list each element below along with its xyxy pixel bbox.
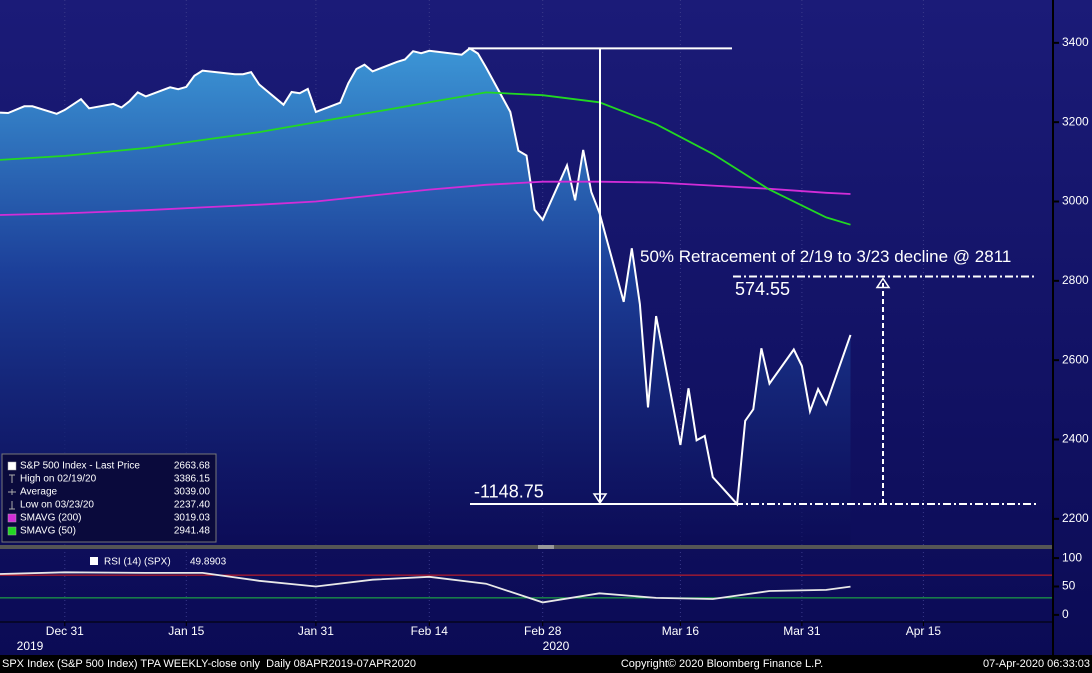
legend-value: 49.8903 <box>190 557 227 568</box>
y-tick-label: 100 <box>1062 550 1082 564</box>
y-tick-label: 0 <box>1062 607 1069 621</box>
y-tick-label: 2800 <box>1062 273 1089 287</box>
legend-value: 3386.15 <box>174 474 211 485</box>
legend-swatch <box>7 513 17 523</box>
legend-label: Average <box>20 487 58 498</box>
legend-value: 2941.48 <box>174 526 211 537</box>
legend-label: S&P 500 Index - Last Price <box>20 461 140 472</box>
y-tick-label: 2200 <box>1062 511 1089 525</box>
legend-value: 2237.40 <box>174 500 211 511</box>
footer-bar <box>0 655 1092 673</box>
grid: Dec 31 Jan 15 Jan 31 Feb 14 Feb 28 Mar 16 Mar … <box>17 0 1089 653</box>
series-line <box>0 571 851 604</box>
arrow-head <box>592 493 608 505</box>
x-tick-label: Dec 31 <box>46 624 84 638</box>
series-line <box>0 180 851 216</box>
year-label: 2019 <box>17 639 44 653</box>
y-tick-label: 2600 <box>1062 352 1089 366</box>
legend-value: 3019.03 <box>174 513 211 524</box>
legend-label: High on 02/19/20 <box>20 474 97 485</box>
footer-right: 07-Apr-2020 06:33:03 <box>983 658 1090 670</box>
retracement-text: 50% Retracement of 2/19 to 3/23 decline … <box>640 247 1011 266</box>
series-line <box>0 91 851 226</box>
legend-swatch <box>7 461 17 471</box>
plot: RSI (14) (SPX) 49.8903 <box>0 47 1053 604</box>
x-tick-label: Feb 14 <box>411 624 449 638</box>
footer-center: Copyright© 2020 Bloomberg Finance L.P. <box>621 658 823 670</box>
x-tick-label: Mar 16 <box>662 624 700 638</box>
legend-icon <box>9 474 15 483</box>
x-tick-label: Mar 31 <box>783 624 821 638</box>
legend-label: Low on 03/23/20 <box>20 500 94 511</box>
arrow-head <box>875 277 891 289</box>
legend-value: 2663.68 <box>174 461 211 472</box>
legend-box <box>1 453 217 543</box>
retracement-label: 574.55 <box>735 279 790 299</box>
series-line <box>0 47 852 507</box>
legend-label: SMAVG (200) <box>20 513 82 524</box>
legend-value: 3039.00 <box>174 487 211 498</box>
price-area <box>0 48 851 546</box>
separator-handle <box>538 545 554 549</box>
legend-icon <box>9 501 15 510</box>
annotations: -1148.75 574.55 50% Retracement of 2/19 to… <box>468 47 1036 505</box>
year-label: 2020 <box>543 639 570 653</box>
y-tick-label: 3400 <box>1062 35 1089 49</box>
legend-label: RSI (14) (SPX) <box>104 557 171 568</box>
legend-label: SMAVG (50) <box>20 526 76 537</box>
panel-separator <box>0 545 1053 549</box>
decline-label: -1148.75 <box>474 482 544 502</box>
legend-swatch <box>7 526 17 536</box>
x-tick-label: Feb 28 <box>524 624 562 638</box>
x-tick-label: Apr 15 <box>906 624 942 638</box>
x-tick-label: Jan 15 <box>168 624 204 638</box>
x-tick-label: Jan 31 <box>298 624 334 638</box>
y-tick-label: 3200 <box>1062 114 1089 128</box>
y-tick-label: 2400 <box>1062 432 1089 446</box>
legend: S&P 500 Index - Last Price 2663.68 High on… <box>1 453 217 543</box>
y-tick-label: 3000 <box>1062 194 1089 208</box>
y-tick-label: 50 <box>1062 579 1076 593</box>
legend-swatch <box>90 557 98 565</box>
legend-icon <box>8 489 16 495</box>
footer-left: SPX Index (S&P 500 Index) TPA WEEKLY-clo… <box>2 658 416 670</box>
